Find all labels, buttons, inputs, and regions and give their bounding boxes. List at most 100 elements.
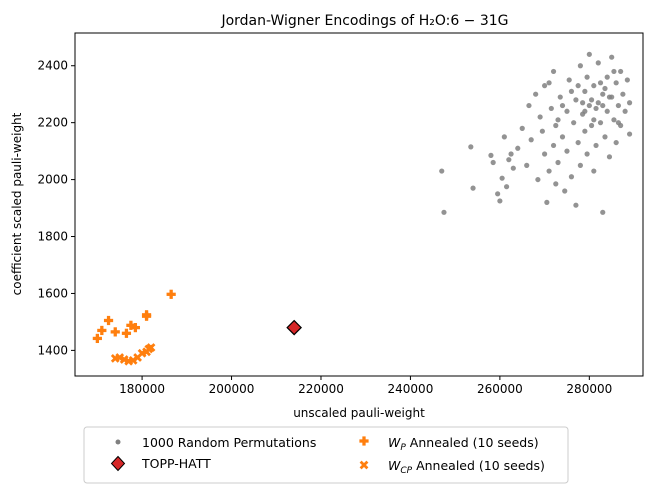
random-permutation-point	[591, 83, 597, 89]
random-permutation-point	[573, 202, 579, 208]
wp-annealed-point	[121, 328, 132, 338]
random-permutation-point	[550, 68, 557, 75]
random-permutation-point	[602, 85, 608, 92]
random-permutation-point	[533, 91, 539, 97]
x-tick-label: 220000	[298, 382, 344, 396]
random-permutation-point	[503, 184, 510, 190]
random-permutation-point	[506, 157, 512, 163]
random-permutation-point	[582, 108, 588, 114]
wcp-annealed-point	[146, 343, 156, 352]
random-permutation-point	[566, 77, 572, 83]
random-permutation-point	[490, 159, 496, 166]
random-permutation-point	[591, 117, 597, 123]
topp-hatt-point	[286, 319, 302, 336]
legend-label-wcp: WCP Annealed (10 seeds)	[388, 458, 545, 476]
random-permutation-point	[524, 162, 530, 168]
random-permutation-point	[611, 117, 617, 123]
random-permutation-point	[508, 151, 514, 157]
wp-annealed-point	[126, 320, 136, 330]
wp-annealed-point-v	[106, 315, 111, 326]
random-permutation-point	[597, 80, 604, 86]
random-permutation-point	[593, 142, 599, 149]
random-permutation-point	[611, 68, 617, 75]
random-permutation-point	[606, 154, 613, 160]
random-permutation-point	[542, 83, 548, 89]
random-permutation-point	[470, 185, 476, 191]
random-permutation-point	[535, 176, 541, 183]
random-permutation-point	[562, 188, 568, 194]
x-tick-label: 260000	[477, 382, 523, 396]
random-permutation-point	[519, 125, 525, 131]
random-permutation-point	[604, 74, 610, 80]
y-tick-label: 1600	[37, 286, 68, 300]
random-permutation-point	[577, 63, 583, 69]
random-permutation-point	[624, 77, 630, 83]
wp-annealed-point-v	[113, 327, 117, 337]
random-permutation-point	[564, 148, 570, 154]
random-permutation-point	[537, 114, 543, 120]
random-permutation-point	[488, 152, 494, 158]
series-layer	[92, 51, 633, 366]
random-permutation-point	[553, 181, 559, 187]
random-permutation-point	[586, 102, 592, 109]
x-tick-label: 280000	[566, 382, 612, 396]
random-permutation-point	[544, 199, 550, 205]
y-tick-label: 1400	[37, 343, 68, 357]
random-permutation-point	[580, 100, 586, 106]
random-permutation-point	[568, 88, 575, 94]
random-permutation-point	[613, 80, 619, 86]
random-permutation-point	[604, 108, 610, 114]
random-permutation-point	[626, 131, 633, 137]
random-permutation-point	[582, 128, 588, 134]
wp-annealed-point-v	[129, 320, 133, 330]
random-permutation-point	[550, 142, 557, 149]
legend-label-random: 1000 Random Permutations	[142, 435, 316, 450]
random-permutation-point	[618, 68, 624, 75]
random-permutation-point	[595, 60, 601, 66]
x-axis: 180000 200000 220000 240000 260000 280000	[119, 376, 612, 396]
random-permutation-point	[557, 94, 563, 100]
y-tick-label: 2000	[37, 173, 68, 187]
random-permutation-point	[588, 122, 595, 129]
random-permutation-point	[626, 100, 633, 106]
random-permutation-point	[539, 128, 545, 134]
random-permutation-point	[588, 97, 595, 103]
wp-annealed-point-v	[169, 289, 173, 299]
random-permutation-point	[510, 165, 516, 171]
wp-annealed-point	[92, 333, 102, 344]
random-permutation-point	[575, 139, 581, 146]
random-permutation-point	[602, 134, 608, 140]
legend-marker-random	[115, 439, 121, 445]
random-permutation-point	[559, 134, 566, 140]
legend-marker-topp	[110, 455, 126, 472]
random-permutation-point	[586, 51, 592, 57]
random-permutation-point	[615, 102, 622, 109]
random-permutation-point	[582, 88, 588, 94]
random-permutation-point	[548, 105, 554, 112]
random-permutation-point	[575, 83, 581, 89]
random-permutation-point	[542, 151, 548, 157]
legend-label-wp: WP Annealed (10 seeds)	[388, 435, 539, 453]
wp-annealed-point	[97, 325, 107, 336]
random-permutation-point	[593, 105, 599, 112]
y-axis: 1400 1600 1800 2000 2200 2400	[37, 59, 75, 357]
legend-box	[83, 426, 569, 484]
wp-annealed-point-v	[133, 323, 138, 333]
random-permutation-point	[620, 91, 626, 97]
random-permutation-point	[600, 102, 606, 109]
random-permutation-point	[515, 145, 521, 151]
random-permutation-point	[622, 108, 628, 114]
random-permutation-point	[568, 174, 575, 180]
x-tick-label: 180000	[119, 382, 165, 396]
random-permutation-point	[555, 159, 561, 166]
random-permutation-point	[526, 102, 532, 109]
wp-annealed-point-v	[95, 333, 100, 344]
random-permutation-point	[600, 91, 606, 97]
wp-annealed-point	[141, 310, 152, 320]
random-permutation-point	[573, 97, 579, 103]
random-permutation-point	[501, 134, 507, 140]
random-permutation-point	[609, 54, 615, 60]
legend-wcp-symbol	[359, 460, 369, 470]
random-permutation-point	[584, 151, 590, 157]
